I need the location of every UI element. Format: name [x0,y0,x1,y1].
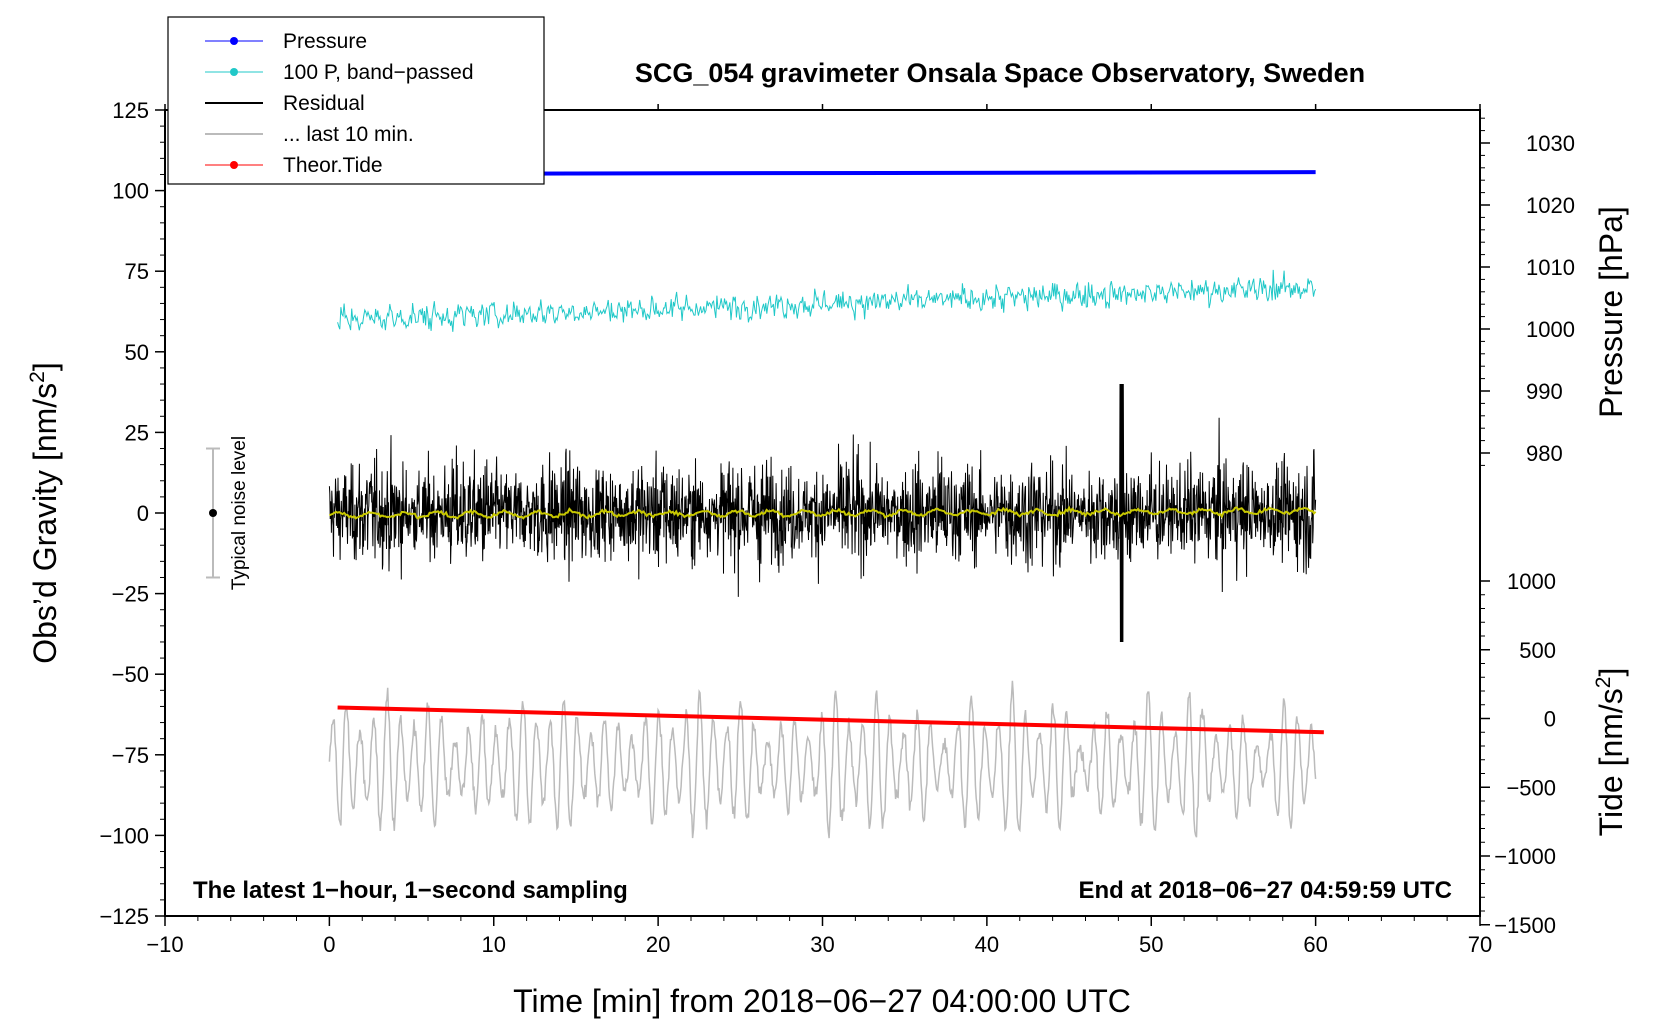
chart-title: SCG_054 gravimeter Onsala Space Observat… [635,58,1365,88]
y-axis-label-tide: Tide [nm/s2] [1592,668,1629,837]
legend-label: Residual [283,92,365,115]
theoretical-tide-series-line [337,705,1324,735]
residual-series-line [328,383,1317,643]
tide-tick-label: 0 [1544,707,1556,732]
y-tick-label-left: −100 [99,823,149,848]
tide-tick-label: −1500 [1494,913,1556,938]
y-tick-label-left: 100 [112,179,149,204]
y-axis-label-left-sup: 2 [26,371,49,383]
x-tick-label: 0 [323,932,335,957]
noise-level-dot [209,509,217,517]
x-tick-label: 50 [1139,932,1163,957]
legend-marker [230,68,238,76]
last-10-min-series-line [328,680,1317,839]
axes-ticks: −10 0 10 20 30 40 50 60 701251007550250−25−50−75… [99,98,1575,957]
y-axis-label-tide-text: Tide [nm/s [1593,688,1629,836]
y-tick-label-left: −25 [112,582,149,607]
legend-label: Pressure [283,30,367,53]
tide-tick-label: 1000 [1507,569,1556,594]
y-tick-label-left: 50 [125,340,149,365]
residual-smoothed-series-line [328,505,1317,520]
pressure-tick-label: 990 [1526,379,1563,404]
y-axis-label-tide-close: ] [1593,668,1629,677]
tide-tick-label: −1000 [1494,844,1556,869]
y-axis-label-pressure: Pressure [hPa] [1593,206,1629,418]
tide-tick-label: −500 [1506,775,1556,800]
pressure-tick-label: 1000 [1526,317,1575,342]
y-tick-label-left: 25 [125,420,149,445]
x-tick-label: 20 [646,932,670,957]
y-tick-label-left: −125 [99,904,149,929]
y-axis-label-tide-sup: 2 [1592,677,1615,689]
tide-tick-label: 500 [1519,638,1556,663]
y-tick-label-left: 125 [112,98,149,123]
x-tick-label: 70 [1468,932,1492,957]
legend-marker [230,37,238,45]
legend-label: ... last 10 min. [283,123,414,146]
y-axis-label-left-close: ] [27,362,63,371]
pressure-tick-label: 1010 [1526,255,1575,280]
y-tick-label-left: 75 [125,259,149,284]
pressure-tick-label: 980 [1526,441,1563,466]
y-tick-label-left: −50 [112,662,149,687]
legend-marker [230,161,238,169]
annotation-latest-hour: The latest 1−hour, 1−second sampling [193,877,628,904]
x-tick-label: 40 [975,932,999,957]
pressure-tick-label: 1020 [1526,193,1575,218]
noise-level-label: Typical noise level [229,436,250,590]
y-tick-label-left: 0 [137,501,149,526]
y-axis-label-left: Obs’d Gravity [nm/s2] [26,362,63,664]
y-tick-label-left: −75 [112,743,149,768]
legend-box [167,16,545,185]
legend-label: Theor.Tide [283,154,383,177]
x-tick-label: −10 [146,932,183,957]
x-axis-label: Time [min] from 2018−06−27 04:00:00 UTC [513,983,1131,1019]
band-passed-series-line [337,269,1317,332]
pressure-tick-label: 1030 [1526,131,1575,156]
x-tick-label: 30 [810,932,834,957]
x-tick-label: 10 [482,932,506,957]
noise-level-indicator: Typical noise level [206,436,250,590]
annotation-end-time: End at 2018−06−27 04:59:59 UTC [1078,877,1452,904]
series-layer [328,170,1324,839]
legend: Pressure 100 P, band−passed Residual ... la… [167,16,545,185]
y-axis-label-left-text: Obs’d Gravity [nm/s [27,383,63,664]
legend-label: 100 P, band−passed [283,61,474,84]
x-tick-label: 60 [1303,932,1327,957]
